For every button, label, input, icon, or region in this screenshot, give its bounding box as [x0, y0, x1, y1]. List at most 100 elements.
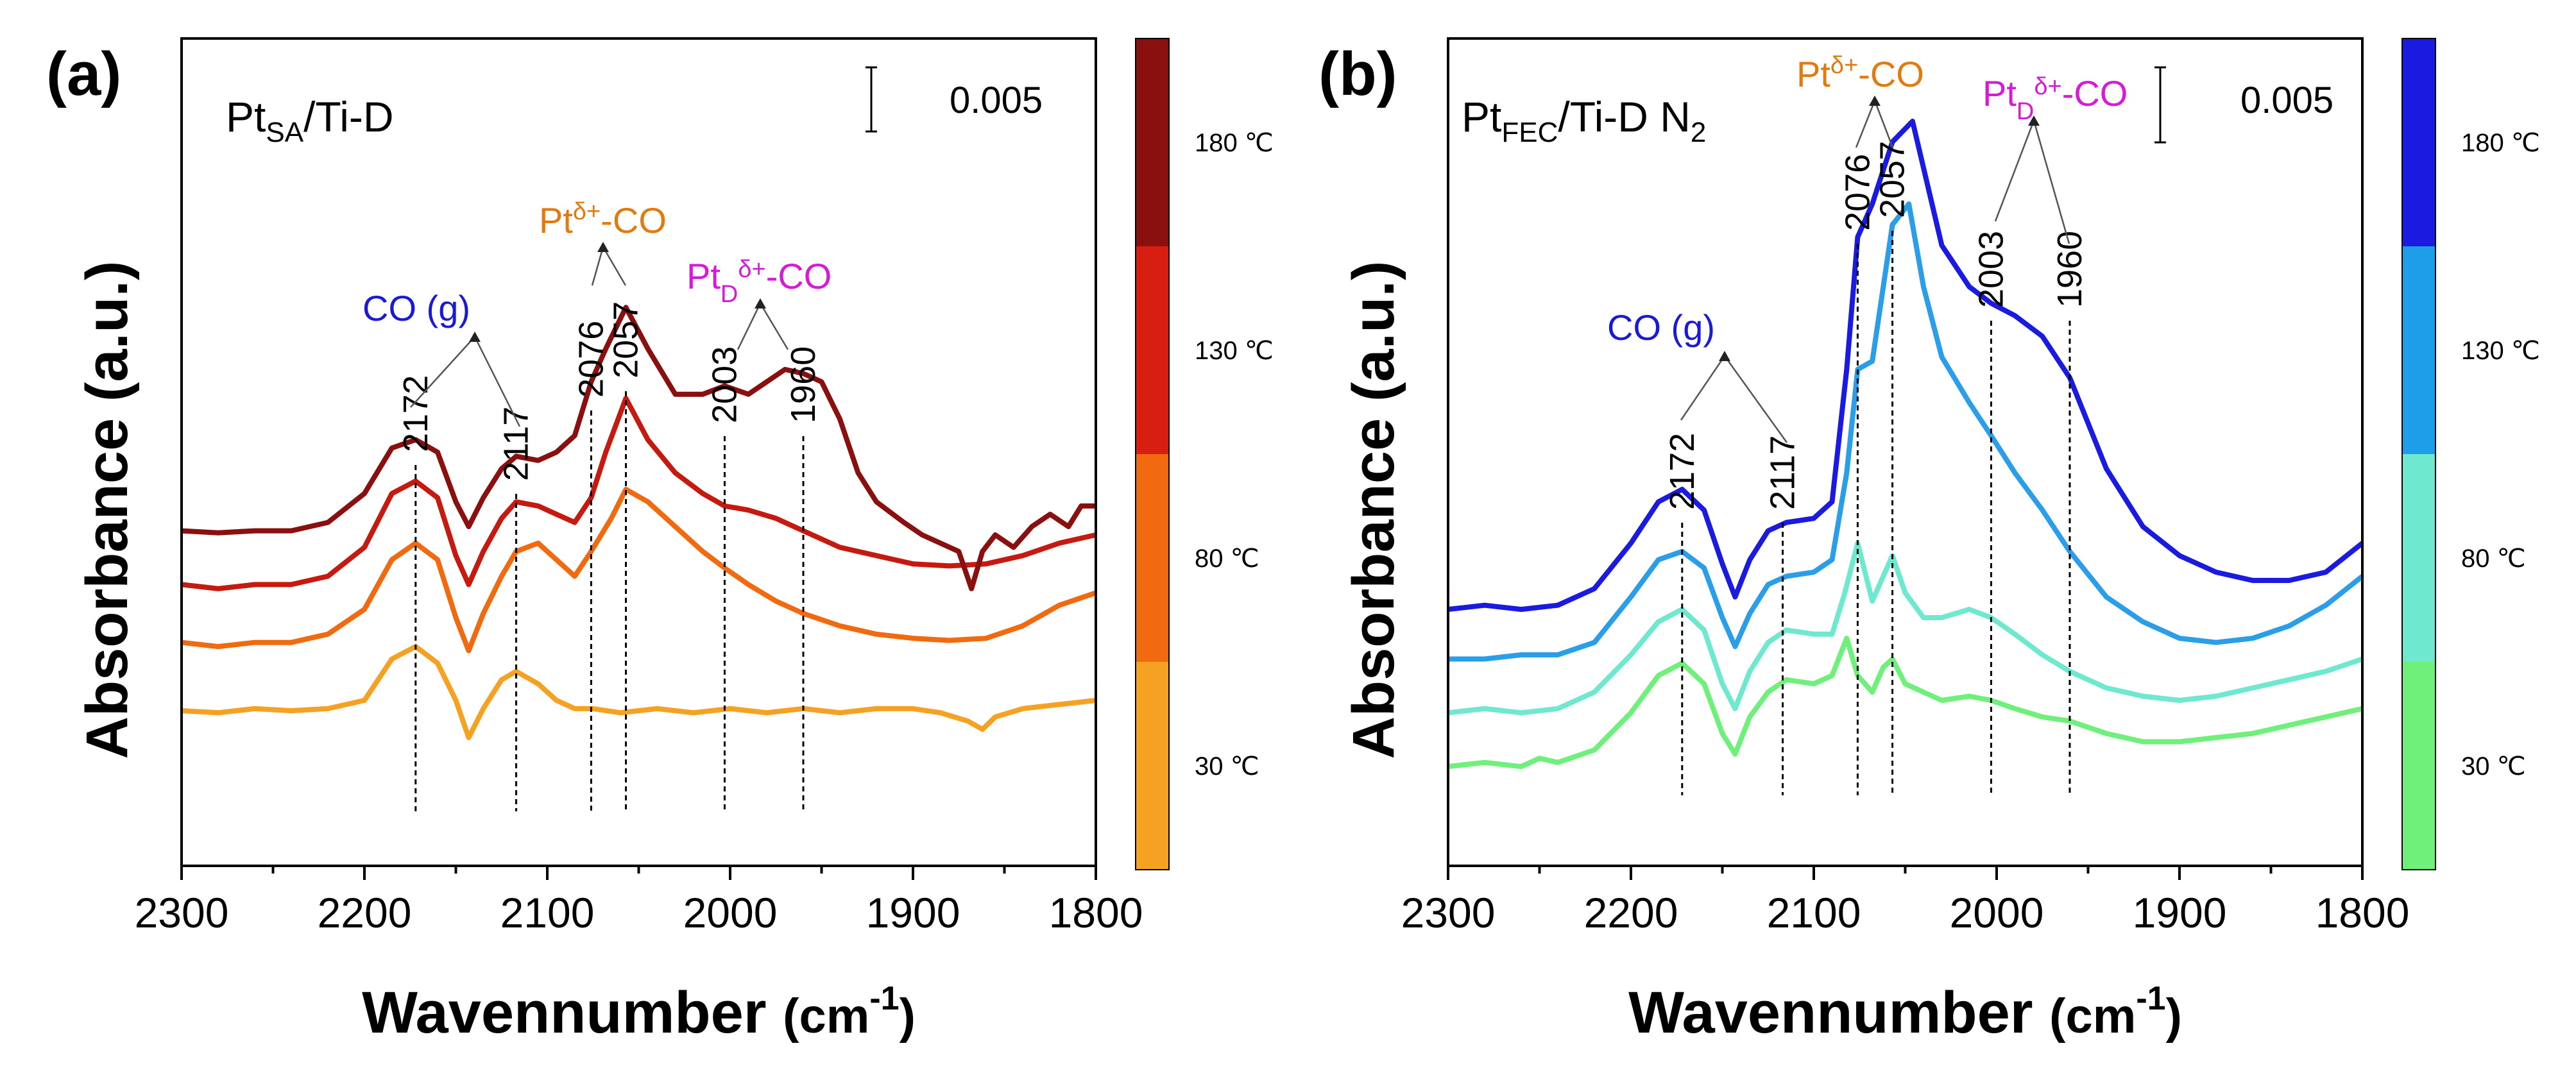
group-connector-0-0 — [410, 336, 475, 408]
panel-label: (a) — [46, 40, 121, 108]
colorbar-segment-3 — [2402, 38, 2435, 246]
colorbar-segment-0 — [2402, 662, 2435, 870]
group-label-2: PtDδ+-CO — [1983, 73, 2128, 125]
spectrum-line-80c — [181, 487, 1097, 654]
group-connector-0-1 — [1723, 355, 1788, 443]
colorbar-segment-2 — [1136, 246, 1169, 454]
colorbar-label-3: 180 ℃ — [1195, 129, 1274, 157]
spectra — [181, 305, 1097, 740]
panel-label: (b) — [1318, 40, 1397, 108]
peak-label-1960: 1960 — [784, 346, 823, 423]
x-axis-title: Wavennumber (cm-1) — [1628, 980, 2182, 1045]
group-label-0: CO (g) — [1607, 307, 1715, 348]
group-connector-0-1 — [473, 336, 521, 427]
group-label-1: Ptδ+-CO — [1796, 52, 1924, 94]
group-connector-1-0 — [591, 246, 604, 286]
spectrum-line-30c — [181, 644, 1096, 740]
colorbar-label-2: 130 ℃ — [1195, 337, 1274, 365]
peak-label-1960: 1960 — [2051, 231, 2089, 308]
x-tick-label-2300: 2300 — [135, 889, 229, 936]
group-labels: CO (g) Ptδ+-CO PtDδ+-CO — [363, 198, 832, 427]
group-connector-1-1 — [602, 246, 627, 286]
axes: 2300 2200 2100 2000 1900 1800 Wavennumber (cm-… — [1341, 37, 2410, 1045]
group-arrowhead-1 — [597, 242, 609, 252]
scale-bar: 0.005 — [2154, 66, 2333, 144]
scale-bar: 0.005 — [866, 66, 1043, 133]
x-axis-title: Wavennumber (cm-1) — [362, 980, 916, 1045]
colorbar-label-0: 30 ℃ — [1195, 752, 1259, 781]
scale-bar-label: 0.005 — [950, 80, 1043, 121]
colorbar-label-0: 30 ℃ — [2461, 752, 2526, 781]
colorbar-label-3: 180 ℃ — [2461, 129, 2540, 157]
x-tick-label-2100: 2100 — [500, 889, 595, 936]
group-connector-2-1 — [2033, 120, 2070, 244]
spectrum-line-30c — [1447, 636, 2363, 770]
x-axis-ticks: 2300 2200 2100 2000 1900 1800 — [135, 866, 1143, 936]
y-axis-title: Absorbance (a.u.) — [74, 260, 140, 759]
peak-label-2057: 2057 — [1873, 141, 1912, 218]
group-connector-2-0 — [1994, 120, 2035, 222]
x-tick-label-2200: 2200 — [1584, 889, 1678, 936]
colorbar-segment-3 — [1136, 38, 1169, 246]
group-arrowhead-2 — [755, 298, 766, 308]
group-label-2: PtDδ+-CO — [687, 256, 832, 308]
peak-label-2076: 2076 — [1838, 154, 1877, 231]
group-arrowhead-0 — [1719, 351, 1730, 361]
group-connector-1-1 — [1873, 100, 1894, 148]
sample-label: PtSA/Ti-D — [226, 93, 394, 148]
colorbar-segment-1 — [2402, 454, 2435, 662]
peak-label-2003: 2003 — [1972, 231, 2010, 308]
colorbar-segment-0 — [1136, 662, 1169, 870]
group-arrowhead-2 — [2028, 115, 2040, 126]
x-tick-label-1800: 1800 — [2316, 889, 2410, 936]
group-arrowhead-1 — [1869, 96, 1881, 106]
x-axis-ticks: 2300 2200 2100 2000 1900 1800 — [1401, 866, 2410, 936]
x-tick-label-2100: 2100 — [1767, 889, 1861, 936]
x-tick-label-2300: 2300 — [1401, 889, 1496, 936]
peak-label-2117: 2117 — [497, 407, 536, 481]
x-tick-label-1800: 1800 — [1049, 889, 1143, 936]
x-tick-label-1900: 1900 — [2133, 889, 2227, 936]
peak-label-2076: 2076 — [572, 321, 610, 398]
spectrum-line-180c — [1447, 119, 2364, 613]
plot-frame — [180, 37, 1097, 867]
x-tick-label-2200: 2200 — [318, 889, 412, 936]
colorbar-label-1: 80 ℃ — [2461, 545, 2526, 573]
colorbar-label-1: 80 ℃ — [1195, 545, 1259, 573]
x-tick-label-2000: 2000 — [1950, 889, 2044, 936]
sample-label: PtFEC/Ti-D N2 — [1462, 93, 1706, 148]
spectrum-line-80c — [1447, 540, 2364, 716]
group-connector-2-1 — [759, 303, 789, 350]
colorbar-segment-2 — [2402, 246, 2435, 454]
group-arrowhead-0 — [469, 332, 481, 342]
colorbar: 30 ℃ 80 ℃ 130 ℃ 180 ℃ — [2401, 38, 2540, 870]
group-connector-2-0 — [737, 303, 762, 350]
spectrum-line-130c — [1448, 201, 2364, 662]
x-tick-label-1900: 1900 — [866, 889, 960, 936]
colorbar-frame — [2401, 38, 2436, 870]
group-connector-1-0 — [1855, 100, 1876, 148]
peak-label-2117: 2117 — [1764, 435, 1802, 510]
x-tick-label-2000: 2000 — [683, 889, 778, 936]
group-connector-0-0 — [1680, 355, 1726, 421]
y-axis-title: Absorbance (a.u.) — [1341, 260, 1406, 759]
spectrum-line-180c — [181, 305, 1096, 591]
group-label-0: CO (g) — [363, 288, 470, 328]
group-labels: CO (g) Ptδ+-CO PtDδ+-CO — [1607, 52, 2128, 443]
colorbar-label-2: 130 ℃ — [2461, 337, 2540, 365]
group-label-1: Ptδ+-CO — [539, 198, 667, 241]
colorbar-frame — [1135, 38, 1170, 870]
peak-label-2172: 2172 — [1663, 433, 1702, 510]
peak-label-2003: 2003 — [705, 346, 744, 423]
spectrum-line-130c — [181, 396, 1096, 591]
colorbar: 30 ℃ 80 ℃ 130 ℃ 180 ℃ — [1135, 38, 1274, 870]
scale-bar-label: 0.005 — [2240, 80, 2333, 121]
spectra — [1447, 119, 2364, 770]
axes: 2300 2200 2100 2000 1900 1800 Wavennumber (cm-… — [74, 37, 1143, 1045]
colorbar-segment-1 — [1136, 454, 1169, 662]
peak-label-2057: 2057 — [607, 301, 645, 378]
